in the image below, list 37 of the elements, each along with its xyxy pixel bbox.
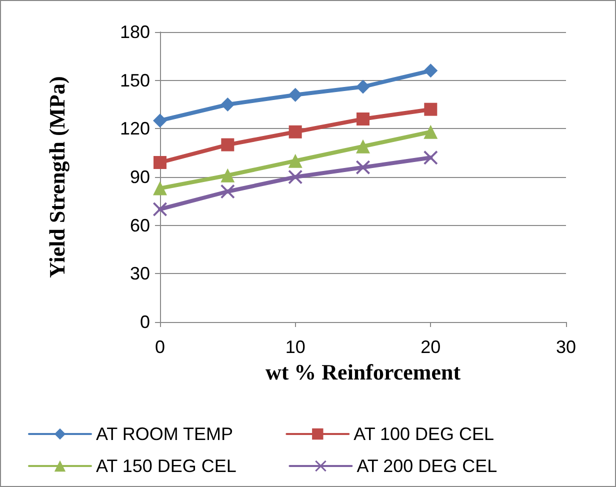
legend-label: AT 150 DEG CEL xyxy=(96,456,236,476)
point xyxy=(424,64,438,78)
point xyxy=(288,154,302,168)
point xyxy=(288,88,302,102)
legend-label: AT 200 DEG CEL xyxy=(356,456,498,476)
x-tick-label: 20 xyxy=(420,337,441,357)
legend-label: AT 100 DEG CEL xyxy=(354,424,494,444)
point xyxy=(424,124,438,139)
point xyxy=(288,170,302,184)
point xyxy=(153,114,167,128)
point xyxy=(356,139,370,154)
point xyxy=(424,102,438,116)
y-tick-label: 90 xyxy=(130,167,150,187)
legend-label: AT ROOM TEMP xyxy=(96,424,234,444)
point xyxy=(153,181,167,196)
point xyxy=(356,80,370,94)
y-axis-title: Yield Strength (MPa) xyxy=(44,76,70,278)
y-tick-label: 120 xyxy=(120,118,150,139)
point xyxy=(220,168,235,182)
point xyxy=(356,112,370,126)
x-axis-title: wt % Reinforcement xyxy=(265,359,462,384)
y-tick-label: 180 xyxy=(120,22,150,42)
point xyxy=(220,184,235,198)
point xyxy=(356,160,370,174)
point xyxy=(221,138,234,152)
point xyxy=(154,156,166,169)
x-tick-label: 0 xyxy=(154,337,166,357)
point xyxy=(220,98,235,112)
y-tick-label: 0 xyxy=(140,312,150,332)
x-tick-label: 10 xyxy=(285,337,306,357)
y-tick-label: 60 xyxy=(130,215,150,236)
y-tick-label: 30 xyxy=(130,264,150,284)
point xyxy=(153,202,167,216)
point xyxy=(288,125,302,138)
point xyxy=(424,150,438,165)
y-tick-label: 150 xyxy=(120,70,150,90)
x-tick-label: 30 xyxy=(556,337,576,357)
